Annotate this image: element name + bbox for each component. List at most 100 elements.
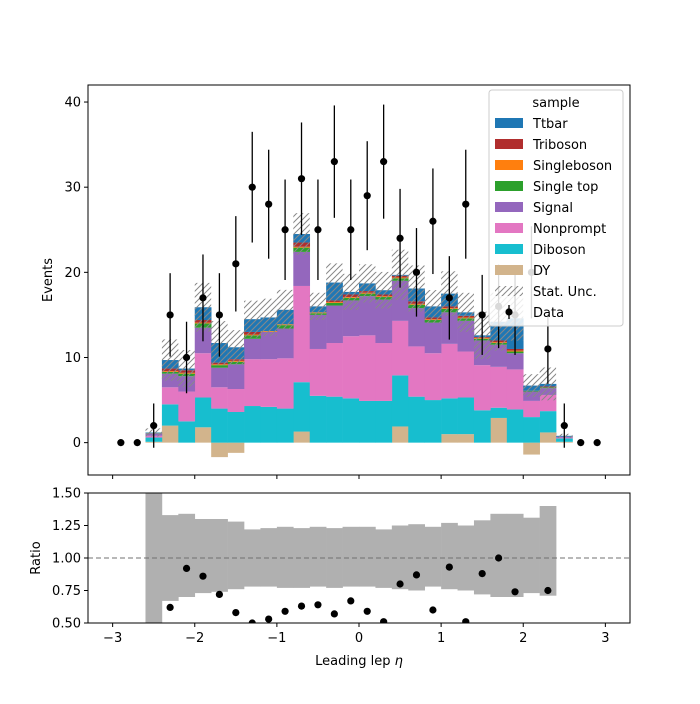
- bar: [458, 352, 475, 398]
- ratio-point: [380, 618, 387, 625]
- unc-box: [277, 290, 293, 330]
- data-point: [462, 201, 469, 208]
- bar: [162, 387, 179, 404]
- legend-marker: [505, 308, 512, 315]
- data-point: [232, 260, 239, 267]
- bar: [523, 401, 540, 417]
- ratio-point: [495, 554, 502, 561]
- x-tick-label: 3: [601, 631, 609, 646]
- bar: [310, 396, 327, 443]
- bar: [408, 346, 425, 396]
- bar: [195, 398, 212, 428]
- unc-box: [260, 299, 276, 337]
- bar: [277, 358, 294, 408]
- y-tick-label: 40: [64, 96, 81, 111]
- x-tick-label: 2: [519, 631, 527, 646]
- bar: [178, 392, 195, 422]
- bar: [178, 421, 195, 442]
- bar: [211, 409, 228, 443]
- ratio-point: [429, 606, 436, 613]
- unc-box: [458, 293, 474, 332]
- ratio-y-tick-label: 1.00: [52, 552, 81, 567]
- legend-title: sample: [532, 96, 579, 111]
- data-point: [429, 218, 436, 225]
- legend-label: Triboson: [532, 138, 587, 153]
- band-box: [260, 528, 277, 587]
- band-box: [359, 527, 376, 587]
- data-point: [396, 235, 403, 242]
- band-box: [277, 527, 294, 588]
- ratio-point: [183, 565, 190, 572]
- bar: [490, 367, 507, 408]
- bar: [441, 344, 458, 398]
- bar: [392, 375, 409, 426]
- legend-swatch: [495, 181, 523, 191]
- ratio-point: [364, 608, 371, 615]
- data-point: [331, 158, 338, 165]
- bar: [523, 443, 540, 455]
- data-point: [479, 311, 486, 318]
- legend-label: Diboson: [533, 243, 586, 258]
- bar: [326, 302, 343, 303]
- bar: [162, 426, 179, 443]
- ratio-point: [199, 573, 206, 580]
- bar: [359, 335, 376, 401]
- band-box: [211, 519, 228, 592]
- data-point: [594, 439, 601, 446]
- bar: [343, 336, 360, 398]
- bar: [474, 410, 491, 442]
- ratio-point: [413, 571, 420, 578]
- data-point: [413, 269, 420, 276]
- band-box: [195, 519, 212, 593]
- band-box: [343, 527, 360, 587]
- legend-swatch: [495, 118, 523, 128]
- bar: [293, 382, 310, 431]
- bar: [293, 432, 310, 443]
- ratio-point: [331, 610, 338, 617]
- x-axis-label: Leading lep η: [315, 654, 403, 669]
- bar: [490, 418, 507, 443]
- bar: [540, 432, 557, 442]
- data-point: [380, 158, 387, 165]
- legend-swatch: [495, 223, 523, 233]
- bar: [260, 359, 277, 407]
- y-tick-label: 30: [64, 181, 81, 196]
- bar: [195, 353, 212, 397]
- unc-box: [244, 301, 260, 338]
- ratio-point: [216, 591, 223, 598]
- bar: [228, 389, 245, 412]
- bar: [293, 252, 310, 286]
- band-box: [474, 520, 491, 594]
- band-box: [310, 527, 327, 587]
- bar: [277, 329, 294, 359]
- data-point: [117, 439, 124, 446]
- bar: [211, 443, 228, 457]
- bar: [228, 443, 245, 453]
- bar: [507, 409, 524, 442]
- bar: [490, 408, 507, 418]
- x-axis-label-symbol: η: [395, 654, 403, 669]
- bar: [441, 398, 458, 434]
- x-tick-label: 1: [437, 631, 445, 646]
- bar: [507, 369, 524, 409]
- legend-label: Ttbar: [532, 117, 568, 132]
- unc-box: [375, 272, 391, 309]
- bar: [375, 343, 392, 401]
- legend-swatch: [495, 265, 523, 275]
- bar: [441, 434, 458, 443]
- x-tick-label: 0: [355, 631, 363, 646]
- ratio-point: [347, 597, 354, 604]
- bar: [211, 387, 228, 408]
- data-point: [577, 439, 584, 446]
- data-point: [167, 311, 174, 318]
- bar: [458, 434, 475, 443]
- ratio-point: [396, 580, 403, 587]
- ratio-point: [479, 570, 486, 577]
- legend-swatch: [495, 244, 523, 254]
- bar: [228, 364, 245, 389]
- data-point: [446, 294, 453, 301]
- x-tick-label: −1: [267, 631, 286, 646]
- bar: [211, 365, 228, 368]
